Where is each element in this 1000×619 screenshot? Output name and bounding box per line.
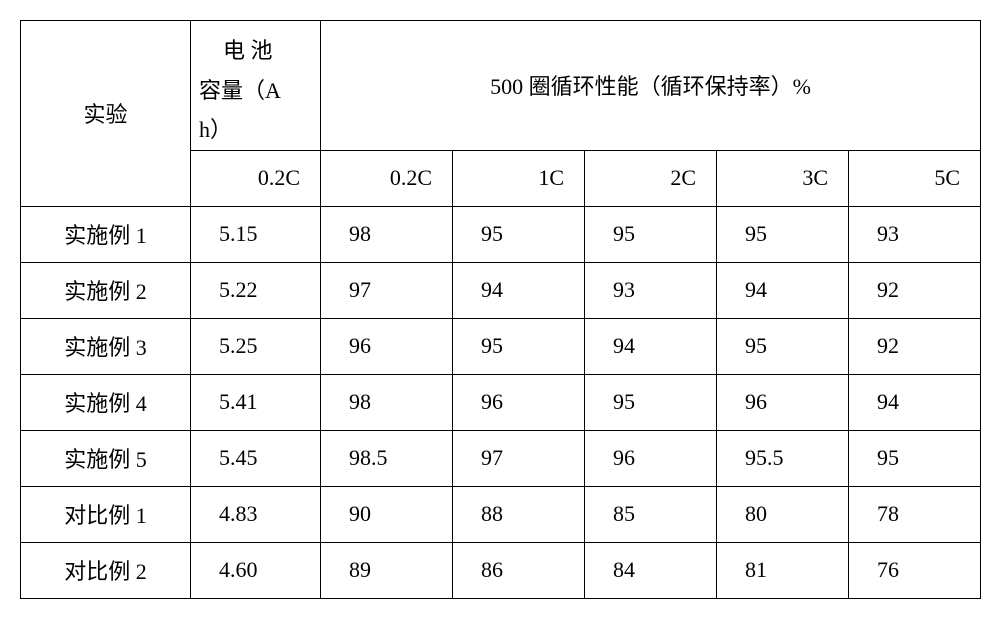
performance-table: 实验 电 池 容量（A h） 500 圈循环性能（循环保持率）% 0.2C 0.… — [20, 20, 981, 599]
data-table-container: 实验 电 池 容量（A h） 500 圈循环性能（循环保持率）% 0.2C 0.… — [20, 20, 980, 599]
row-label: 对比例 1 — [21, 486, 191, 542]
value-cell: 85 — [585, 486, 717, 542]
subheader-capacity-rate: 0.2C — [191, 150, 321, 206]
table-row: 实施例 2 5.22 97 94 93 94 92 — [21, 262, 981, 318]
subheader-rate-2: 2C — [585, 150, 717, 206]
value-cell: 95 — [585, 206, 717, 262]
header-cycle-performance: 500 圈循环性能（循环保持率）% — [321, 21, 981, 151]
table-row: 实施例 1 5.15 98 95 95 95 93 — [21, 206, 981, 262]
subheader-rate-0: 0.2C — [321, 150, 453, 206]
subheader-rate-3: 3C — [717, 150, 849, 206]
capacity-cell: 4.60 — [191, 542, 321, 598]
subheader-rate-4: 5C — [849, 150, 981, 206]
table-row: 实施例 5 5.45 98.5 97 96 95.5 95 — [21, 430, 981, 486]
capacity-cell: 4.83 — [191, 486, 321, 542]
value-cell: 93 — [849, 206, 981, 262]
value-cell: 96 — [453, 374, 585, 430]
row-label: 实施例 1 — [21, 206, 191, 262]
value-cell: 95 — [717, 206, 849, 262]
value-cell: 92 — [849, 262, 981, 318]
header-row-1: 实验 电 池 容量（A h） 500 圈循环性能（循环保持率）% — [21, 21, 981, 151]
value-cell: 96 — [321, 318, 453, 374]
value-cell: 94 — [585, 318, 717, 374]
table-row: 实施例 3 5.25 96 95 94 95 92 — [21, 318, 981, 374]
value-cell: 98 — [321, 374, 453, 430]
table-row: 对比例 1 4.83 90 88 85 80 78 — [21, 486, 981, 542]
value-cell: 94 — [453, 262, 585, 318]
table-row: 对比例 2 4.60 89 86 84 81 76 — [21, 542, 981, 598]
header-capacity-line1: 电 池 — [199, 38, 273, 63]
value-cell: 84 — [585, 542, 717, 598]
row-label: 实施例 4 — [21, 374, 191, 430]
value-cell: 94 — [717, 262, 849, 318]
value-cell: 97 — [453, 430, 585, 486]
value-cell: 94 — [849, 374, 981, 430]
value-cell: 96 — [717, 374, 849, 430]
value-cell: 95 — [849, 430, 981, 486]
value-cell: 92 — [849, 318, 981, 374]
subheader-rate-1: 1C — [453, 150, 585, 206]
value-cell: 95 — [717, 318, 849, 374]
value-cell: 76 — [849, 542, 981, 598]
header-capacity: 电 池 容量（A h） — [191, 21, 321, 151]
capacity-cell: 5.45 — [191, 430, 321, 486]
value-cell: 93 — [585, 262, 717, 318]
header-capacity-line2: 容量（A — [199, 78, 281, 103]
value-cell: 95 — [585, 374, 717, 430]
value-cell: 90 — [321, 486, 453, 542]
value-cell: 88 — [453, 486, 585, 542]
value-cell: 97 — [321, 262, 453, 318]
row-label: 实施例 2 — [21, 262, 191, 318]
header-experiment: 实验 — [21, 21, 191, 207]
row-label: 实施例 3 — [21, 318, 191, 374]
value-cell: 81 — [717, 542, 849, 598]
header-capacity-line3: h） — [199, 117, 232, 142]
value-cell: 78 — [849, 486, 981, 542]
value-cell: 95.5 — [717, 430, 849, 486]
table-row: 实施例 4 5.41 98 96 95 96 94 — [21, 374, 981, 430]
capacity-cell: 5.22 — [191, 262, 321, 318]
value-cell: 95 — [453, 206, 585, 262]
capacity-cell: 5.25 — [191, 318, 321, 374]
value-cell: 98 — [321, 206, 453, 262]
capacity-cell: 5.15 — [191, 206, 321, 262]
row-label: 实施例 5 — [21, 430, 191, 486]
value-cell: 86 — [453, 542, 585, 598]
row-label: 对比例 2 — [21, 542, 191, 598]
value-cell: 80 — [717, 486, 849, 542]
value-cell: 89 — [321, 542, 453, 598]
value-cell: 95 — [453, 318, 585, 374]
value-cell: 96 — [585, 430, 717, 486]
capacity-cell: 5.41 — [191, 374, 321, 430]
value-cell: 98.5 — [321, 430, 453, 486]
